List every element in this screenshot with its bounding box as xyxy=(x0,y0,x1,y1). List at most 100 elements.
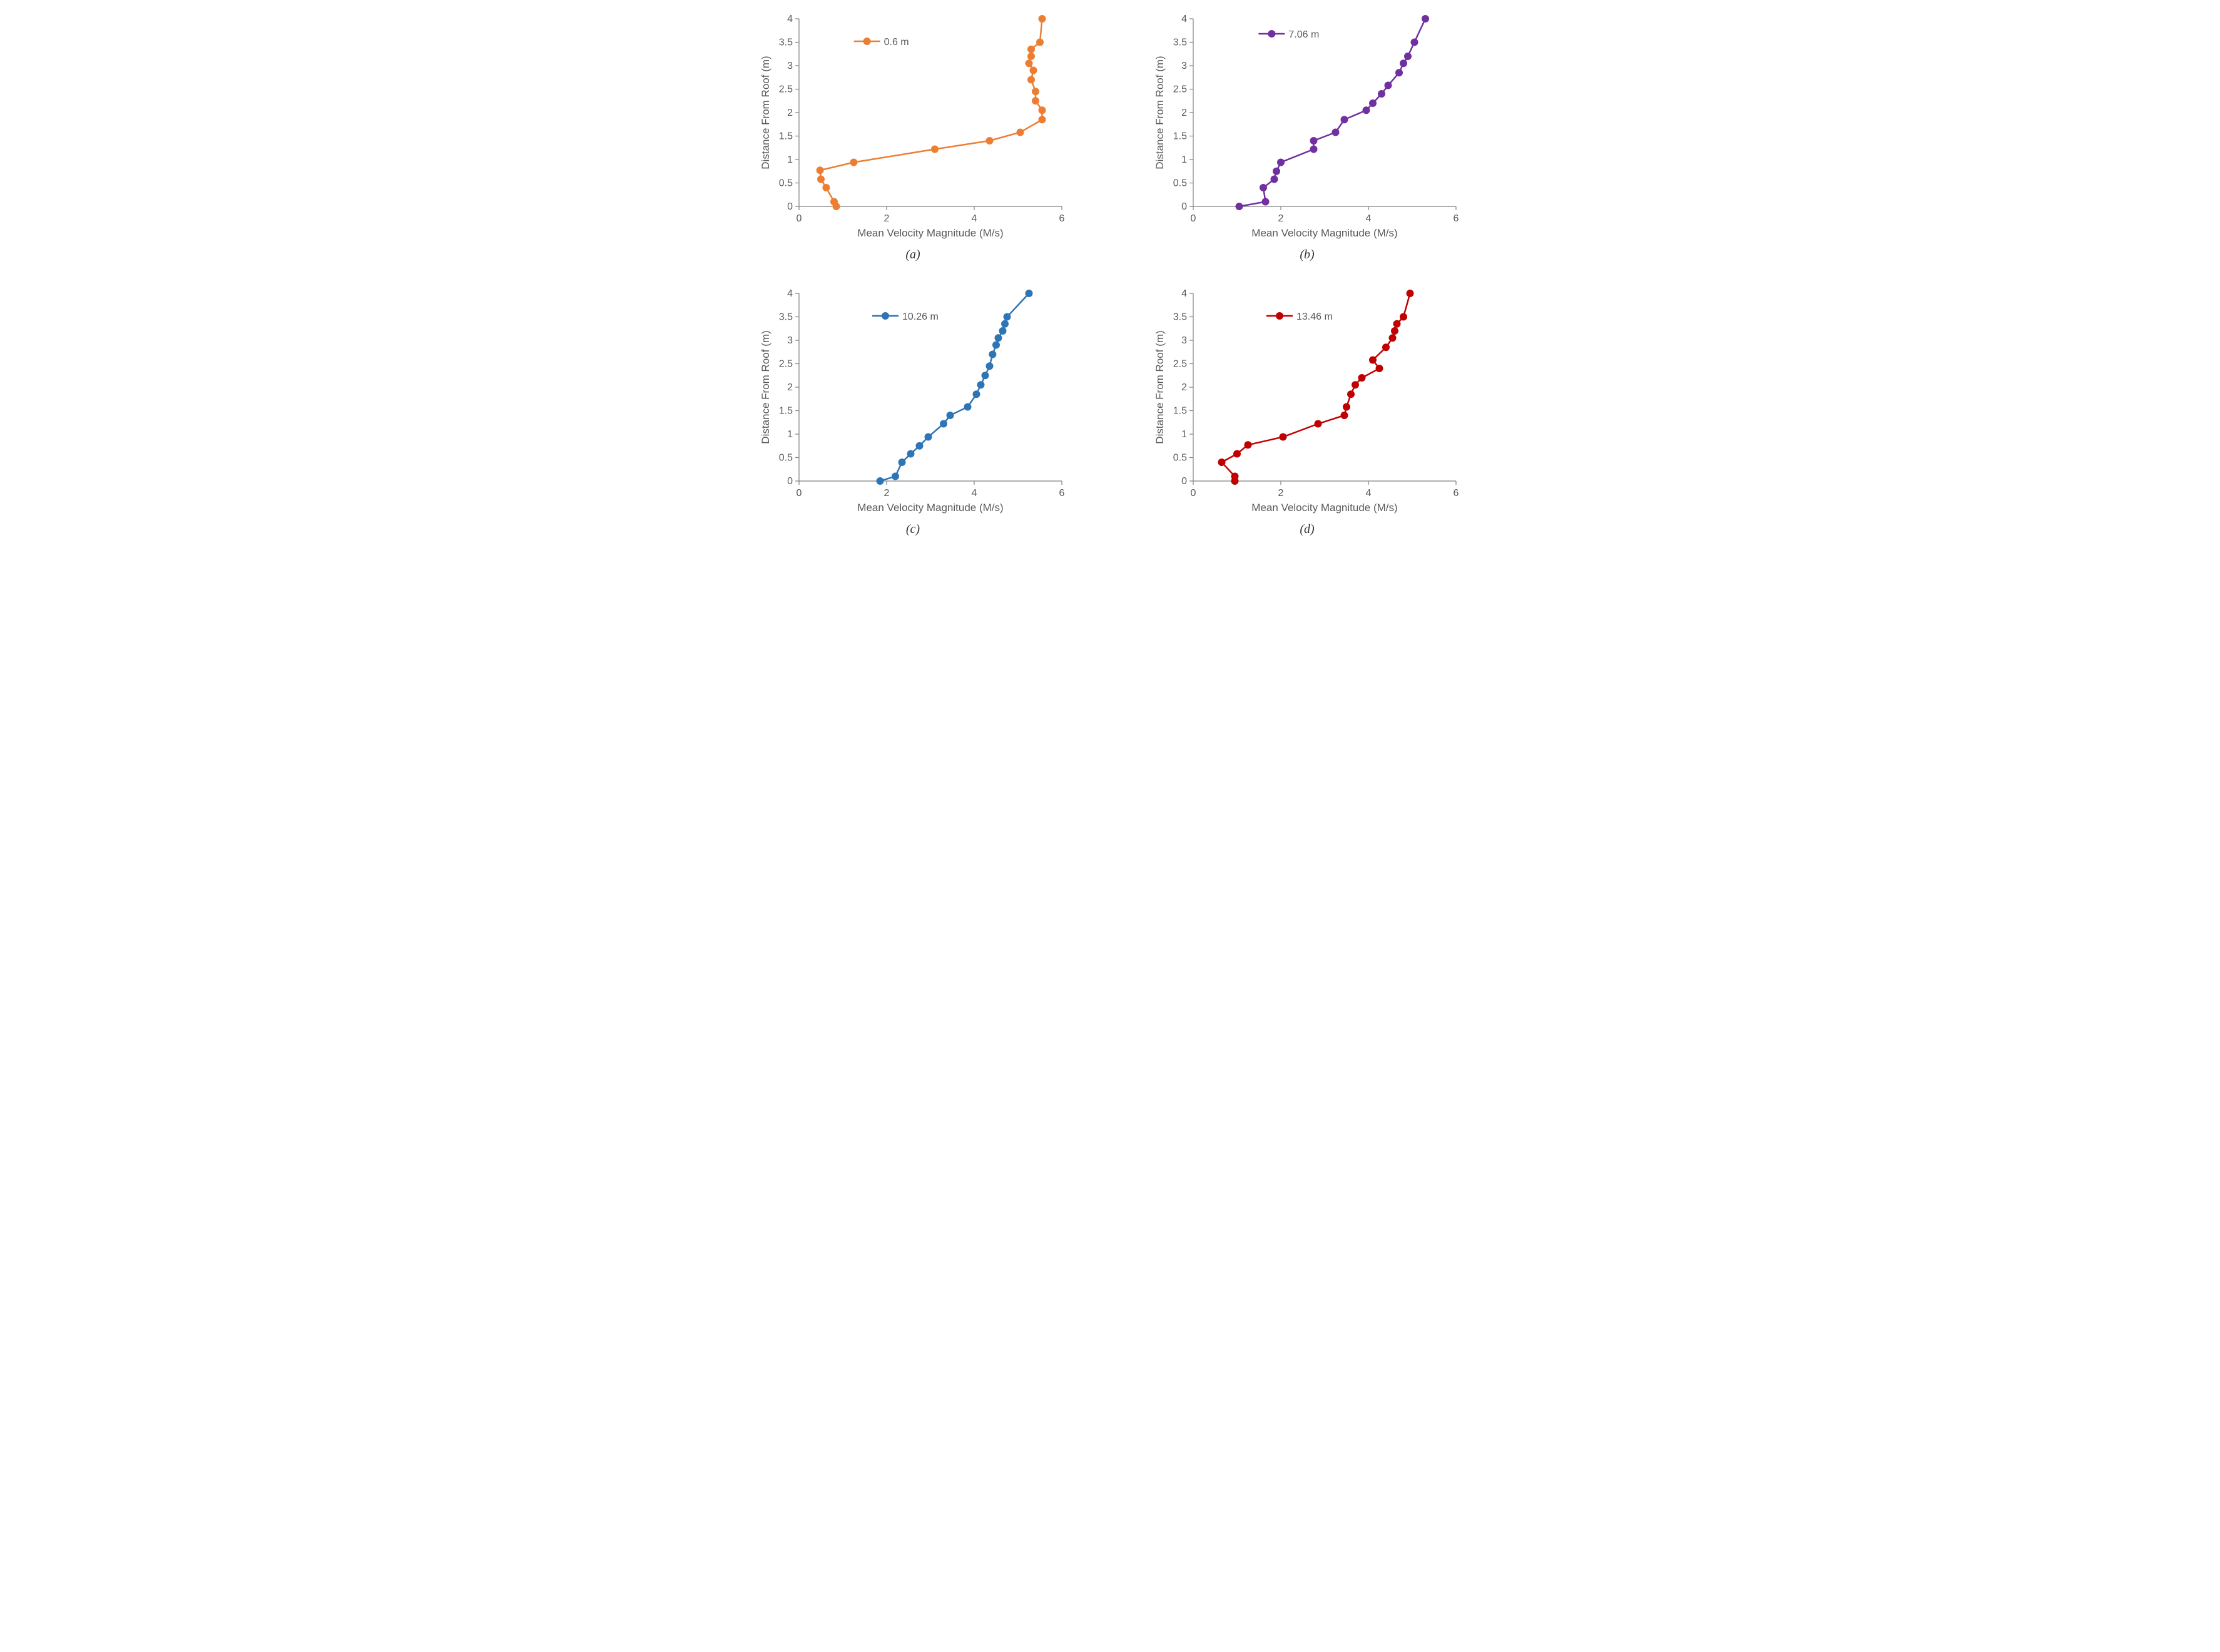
svg-text:6: 6 xyxy=(1059,213,1064,224)
svg-text:0.5: 0.5 xyxy=(778,178,792,189)
data-marker xyxy=(822,184,830,191)
data-marker xyxy=(1310,146,1317,153)
data-marker xyxy=(1016,129,1024,136)
svg-text:3: 3 xyxy=(787,335,793,346)
data-marker xyxy=(1369,357,1377,364)
svg-text:4: 4 xyxy=(971,213,977,224)
svg-text:1: 1 xyxy=(1181,155,1187,165)
data-marker xyxy=(1393,320,1400,328)
data-marker xyxy=(1032,88,1039,95)
svg-text:4: 4 xyxy=(1181,288,1187,299)
data-marker xyxy=(985,362,993,370)
data-marker xyxy=(1273,168,1280,175)
data-marker xyxy=(946,412,954,419)
data-marker xyxy=(981,372,989,379)
svg-text:3: 3 xyxy=(787,61,793,71)
legend-label: 7.06 m xyxy=(1288,29,1319,40)
data-marker xyxy=(1231,473,1238,480)
data-marker xyxy=(931,146,939,153)
data-marker xyxy=(940,420,947,428)
data-marker xyxy=(1001,320,1009,328)
data-marker xyxy=(1384,82,1392,89)
data-marker xyxy=(992,342,1000,349)
data-marker xyxy=(1340,412,1348,419)
data-marker xyxy=(1027,53,1035,60)
chart-d: 024600.511.522.533.54Mean Velocity Magni… xyxy=(1149,287,1465,519)
x-axis-label: Mean Velocity Magnitude (M/s) xyxy=(1251,502,1397,514)
data-marker xyxy=(1422,15,1429,23)
data-marker xyxy=(1388,334,1396,342)
svg-text:0.5: 0.5 xyxy=(1173,178,1186,189)
x-axis-label: Mean Velocity Magnitude (M/s) xyxy=(857,227,1003,239)
svg-text:1.5: 1.5 xyxy=(778,406,792,417)
svg-text:4: 4 xyxy=(787,288,793,299)
svg-text:2: 2 xyxy=(1278,213,1283,224)
data-marker xyxy=(850,159,857,166)
data-marker xyxy=(977,381,984,388)
svg-text:2: 2 xyxy=(1181,108,1187,118)
data-marker xyxy=(985,137,993,144)
data-marker xyxy=(1340,116,1348,123)
svg-text:0: 0 xyxy=(796,488,802,499)
data-marker xyxy=(1404,53,1412,60)
svg-text:6: 6 xyxy=(1453,488,1459,499)
data-marker xyxy=(830,198,838,206)
chart-svg: 024600.511.522.533.54Mean Velocity Magni… xyxy=(1149,287,1465,515)
data-marker xyxy=(1261,198,1269,206)
caption-c: (c) xyxy=(906,522,920,537)
y-axis-label: Distance From Roof (m) xyxy=(1154,56,1166,169)
data-marker xyxy=(892,473,899,480)
svg-text:3.5: 3.5 xyxy=(1173,312,1186,323)
data-marker xyxy=(1391,327,1398,335)
panel-a: 024600.511.522.533.54Mean Velocity Magni… xyxy=(735,13,1091,262)
chart-a: 024600.511.522.533.54Mean Velocity Magni… xyxy=(755,13,1071,244)
data-marker xyxy=(1378,90,1385,98)
data-marker xyxy=(1027,46,1035,53)
svg-text:2: 2 xyxy=(787,382,793,393)
data-marker xyxy=(999,327,1006,335)
svg-text:2.5: 2.5 xyxy=(1173,359,1186,370)
chart-b: 024600.511.522.533.54Mean Velocity Magni… xyxy=(1149,13,1465,244)
data-marker xyxy=(1260,184,1267,191)
data-marker xyxy=(1310,137,1317,144)
chart-svg: 024600.511.522.533.54Mean Velocity Magni… xyxy=(755,287,1071,515)
svg-text:2: 2 xyxy=(1278,488,1283,499)
svg-text:1.5: 1.5 xyxy=(1173,131,1186,142)
data-marker xyxy=(1003,313,1011,321)
svg-text:3.5: 3.5 xyxy=(1173,38,1186,48)
data-marker xyxy=(1038,116,1046,123)
data-marker xyxy=(1036,39,1044,46)
svg-text:0: 0 xyxy=(796,213,802,224)
data-marker xyxy=(1233,450,1241,458)
data-marker xyxy=(1352,381,1359,388)
chart-c: 024600.511.522.533.54Mean Velocity Magni… xyxy=(755,287,1071,519)
svg-text:2: 2 xyxy=(787,108,793,118)
data-marker xyxy=(1038,106,1046,114)
svg-text:0: 0 xyxy=(1190,488,1196,499)
svg-text:3: 3 xyxy=(1181,61,1187,71)
y-axis-label: Distance From Roof (m) xyxy=(1154,330,1166,443)
data-marker xyxy=(1270,176,1278,183)
data-marker xyxy=(898,459,905,466)
svg-text:4: 4 xyxy=(1181,14,1187,24)
data-marker xyxy=(1032,97,1039,104)
panel-c: 024600.511.522.533.54Mean Velocity Magni… xyxy=(735,287,1091,537)
x-axis-label: Mean Velocity Magnitude (M/s) xyxy=(857,502,1003,514)
svg-text:4: 4 xyxy=(787,14,793,24)
data-marker xyxy=(1410,39,1418,46)
svg-text:4: 4 xyxy=(1365,213,1371,224)
svg-text:2.5: 2.5 xyxy=(1173,84,1186,95)
data-marker xyxy=(1406,290,1413,297)
data-marker xyxy=(1314,420,1321,428)
data-marker xyxy=(1218,459,1225,466)
data-marker xyxy=(1038,15,1046,23)
svg-text:3.5: 3.5 xyxy=(778,38,792,48)
svg-text:1: 1 xyxy=(787,155,793,165)
data-marker xyxy=(1235,203,1243,210)
chart-svg: 024600.511.522.533.54Mean Velocity Magni… xyxy=(1149,13,1465,241)
data-marker xyxy=(876,477,883,485)
data-marker xyxy=(1358,374,1365,382)
data-marker xyxy=(1382,343,1390,351)
data-marker xyxy=(1025,59,1032,67)
legend-label: 13.46 m xyxy=(1296,312,1333,322)
